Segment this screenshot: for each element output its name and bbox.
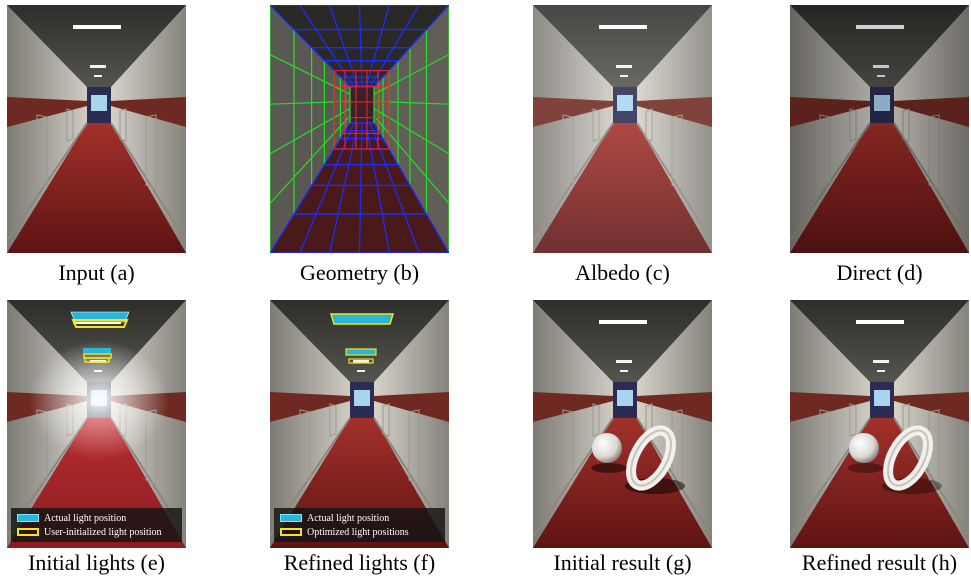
- legend-label: Actual light position: [307, 512, 390, 524]
- panel-refined-lights: Actual light position Optimized light po…: [270, 300, 449, 548]
- actual-light-swatch: [280, 514, 302, 522]
- caption-refined-lights: Refined lights (f): [283, 550, 436, 575]
- panel-initial-lights: Actual light position User-initialized l…: [7, 300, 186, 548]
- geometry-wireframe: [270, 5, 449, 253]
- caption-refined-result: Refined result (h): [801, 550, 958, 575]
- panel-direct: [790, 5, 969, 253]
- panel-initial-result: [533, 300, 712, 548]
- panel-geometry: [270, 5, 449, 253]
- legend-label: User-initialized light position: [44, 526, 162, 538]
- optimized-light-swatch: [280, 528, 302, 536]
- legend-item: User-initialized light position: [17, 525, 162, 539]
- caption-albedo: Albedo (c): [575, 260, 670, 285]
- legend: Actual light position Optimized light po…: [274, 508, 445, 542]
- legend-label: Optimized light positions: [307, 526, 409, 538]
- caption-input: Input (a): [58, 260, 135, 285]
- legend-item: Actual light position: [17, 511, 126, 525]
- panel-albedo: [533, 5, 712, 253]
- user-light-swatch: [17, 528, 39, 536]
- corridor-photo: [7, 5, 186, 253]
- initial-result-photo: [533, 300, 712, 548]
- panel-input: [7, 5, 186, 253]
- direct-photo: [790, 5, 969, 253]
- caption-geometry: Geometry (b): [299, 260, 420, 285]
- caption-initial-result: Initial result (g): [553, 550, 692, 575]
- legend: Actual light position User-initialized l…: [11, 508, 182, 542]
- panel-refined-result: [790, 300, 969, 548]
- albedo-photo: [533, 5, 712, 253]
- caption-initial-lights: Initial lights (e): [28, 550, 165, 575]
- refined-result-photo: [790, 300, 969, 548]
- caption-direct: Direct (d): [836, 260, 923, 285]
- legend-item: Actual light position: [280, 511, 389, 525]
- legend-label: Actual light position: [44, 512, 127, 524]
- legend-item: Optimized light positions: [280, 525, 409, 539]
- actual-light-swatch: [17, 514, 39, 522]
